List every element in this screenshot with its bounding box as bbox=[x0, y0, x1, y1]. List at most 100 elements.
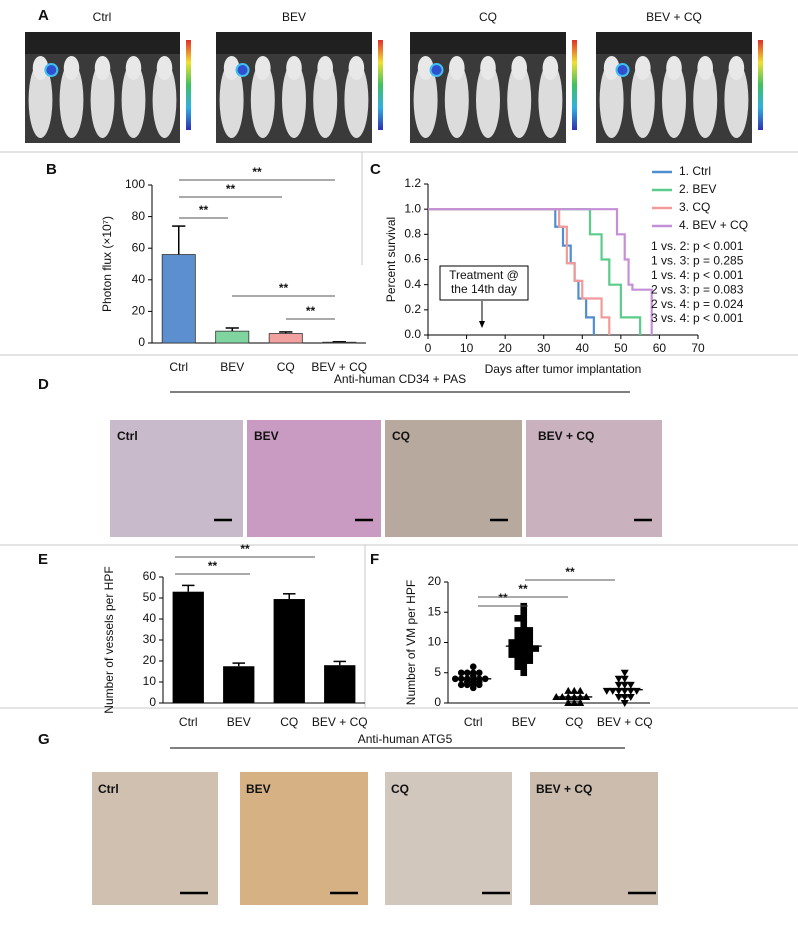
y-tick-label: 1.2 bbox=[404, 176, 421, 190]
mouse bbox=[476, 62, 500, 138]
significance-label: ** bbox=[279, 281, 289, 295]
mouse-head bbox=[63, 56, 80, 80]
mouse-head bbox=[449, 56, 465, 80]
x-tick-label: BEV bbox=[220, 360, 244, 374]
point bbox=[508, 645, 516, 652]
significance-label: ** bbox=[518, 582, 528, 596]
mouse-head bbox=[286, 56, 302, 80]
bar bbox=[223, 666, 255, 703]
point bbox=[526, 639, 534, 646]
point bbox=[614, 681, 623, 689]
y-tick-label: 50 bbox=[143, 590, 157, 604]
arrow-head bbox=[479, 321, 485, 328]
stat-annotation: 1 vs. 2: p < 0.001 bbox=[651, 239, 744, 253]
y-tick-label: 5 bbox=[434, 665, 441, 679]
point bbox=[514, 663, 522, 670]
micrograph bbox=[385, 420, 522, 537]
point bbox=[520, 615, 528, 622]
y-tick-label: 1.0 bbox=[404, 201, 421, 215]
x-tick-label: Ctrl bbox=[179, 715, 198, 729]
point bbox=[620, 700, 629, 707]
x-tick-label: 50 bbox=[614, 341, 628, 355]
image-backdrop bbox=[410, 32, 566, 54]
micrograph bbox=[240, 772, 368, 905]
stat-annotation: 1 vs. 3: p = 0.285 bbox=[651, 254, 744, 268]
y-tick-label: 30 bbox=[143, 632, 157, 646]
y-tick-label: 100 bbox=[125, 177, 145, 191]
mouse bbox=[59, 62, 84, 138]
x-tick-label: CQ bbox=[280, 715, 298, 729]
mouse-head bbox=[94, 56, 111, 80]
point bbox=[514, 615, 522, 622]
stat-annotation: 1 vs. 4: p < 0.001 bbox=[651, 268, 744, 282]
mouse bbox=[282, 62, 306, 138]
mouse bbox=[152, 62, 177, 138]
x-tick-label: 20 bbox=[498, 341, 512, 355]
legend-label: 4. BEV + CQ bbox=[679, 218, 748, 232]
y-tick-label: 20 bbox=[428, 574, 442, 588]
y-tick-label: 0.0 bbox=[404, 327, 421, 341]
bar bbox=[273, 599, 305, 703]
image-label: BEV bbox=[254, 429, 279, 443]
y-tick-label: 40 bbox=[143, 611, 157, 625]
point bbox=[514, 633, 522, 640]
note-text: the 14th day bbox=[451, 282, 517, 296]
panel-title: Anti-human CD34 + PAS bbox=[334, 372, 466, 386]
image-label: Ctrl bbox=[93, 10, 112, 24]
significance-label: ** bbox=[565, 565, 575, 579]
x-tick-label: BEV + CQ bbox=[311, 360, 367, 374]
mouse bbox=[344, 62, 369, 138]
stat-annotation: 2 vs. 4: p = 0.024 bbox=[651, 297, 744, 311]
point bbox=[469, 669, 477, 677]
y-tick-label: 80 bbox=[132, 209, 146, 223]
mouse bbox=[90, 62, 115, 138]
mouse bbox=[219, 62, 244, 138]
bar bbox=[324, 665, 356, 703]
legend-label: 1. Ctrl bbox=[679, 164, 711, 178]
mouse-head bbox=[254, 56, 271, 80]
image-label: BEV + CQ bbox=[538, 429, 594, 443]
point bbox=[520, 669, 528, 677]
mouse-head bbox=[542, 56, 559, 80]
mouse bbox=[724, 62, 749, 138]
point bbox=[463, 669, 471, 677]
point bbox=[520, 621, 528, 628]
signal bbox=[235, 63, 250, 77]
panel-title: Anti-human ATG5 bbox=[358, 732, 453, 746]
micrograph bbox=[110, 420, 243, 537]
x-tick-label: 70 bbox=[691, 341, 705, 355]
y-tick-label: 0.6 bbox=[404, 252, 421, 266]
x-tick-label: Ctrl bbox=[169, 360, 188, 374]
mouse-head bbox=[666, 56, 682, 80]
micrograph bbox=[385, 772, 512, 905]
panel-letter: B bbox=[46, 161, 57, 178]
panel-letter: D bbox=[38, 376, 49, 393]
mouse bbox=[693, 62, 718, 138]
significance-label: ** bbox=[252, 165, 262, 179]
point bbox=[620, 669, 629, 677]
point bbox=[520, 608, 528, 616]
point bbox=[526, 651, 534, 658]
colorbar bbox=[186, 40, 191, 130]
panel-a: Ctrl BEV CQ BEV + CQ bbox=[93, 10, 702, 24]
point bbox=[469, 663, 477, 670]
mouse bbox=[413, 62, 438, 138]
x-tick-label: BEV bbox=[512, 715, 536, 729]
y-tick-label: 0.4 bbox=[404, 277, 421, 291]
mouse-head bbox=[125, 56, 142, 80]
y-tick-label: 0 bbox=[149, 695, 156, 709]
mouse bbox=[630, 62, 655, 138]
significance-label: ** bbox=[498, 591, 508, 605]
y-tick-label: 0.8 bbox=[404, 227, 421, 241]
colorbar bbox=[572, 40, 577, 130]
point bbox=[520, 663, 528, 670]
mouse bbox=[313, 62, 338, 138]
panel-letter: G bbox=[38, 731, 50, 748]
stat-annotation: 2 vs. 3: p = 0.083 bbox=[651, 282, 744, 296]
image-label: Ctrl bbox=[98, 782, 119, 796]
y-axis-label: Photon flux (×10⁷) bbox=[100, 216, 114, 312]
mouse-head bbox=[32, 56, 49, 80]
y-tick-label: 0 bbox=[138, 335, 145, 349]
point bbox=[457, 681, 465, 689]
